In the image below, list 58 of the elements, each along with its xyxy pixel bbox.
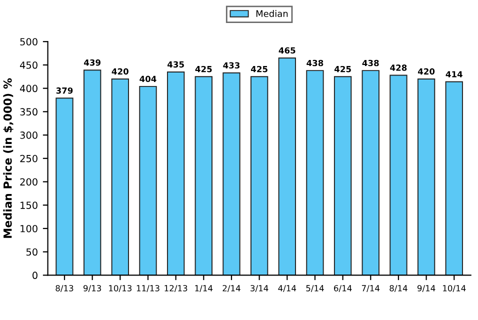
- data-label: 404: [140, 76, 156, 82]
- y-tick-label: 100: [20, 224, 38, 232]
- y-tick-label: 500: [20, 38, 38, 46]
- y-tick-label: 400: [20, 84, 38, 92]
- y-axis-title: Median Price (in $,000) %: [3, 78, 14, 238]
- y-tick-label: 50: [26, 248, 38, 256]
- x-tick-label: 9/14: [417, 285, 436, 292]
- x-tick-label: 4/14: [278, 285, 296, 292]
- data-label: 438: [362, 60, 379, 66]
- bar: [362, 70, 380, 276]
- data-label: 425: [334, 66, 351, 72]
- y-tick-label: 300: [20, 132, 38, 139]
- legend-label: Median: [256, 10, 288, 17]
- x-tick-label: 3/14: [250, 285, 268, 292]
- data-label: 414: [446, 71, 462, 78]
- x-tick-label: 11/13: [136, 285, 160, 292]
- data-label: 425: [195, 66, 212, 72]
- bar: [166, 71, 185, 276]
- y-tick-label: 450: [20, 61, 38, 69]
- data-label: 379: [56, 87, 73, 94]
- data-label: 439: [84, 59, 100, 66]
- y-tick-label: 0: [32, 272, 38, 280]
- data-label: 435: [168, 61, 184, 68]
- x-tick-label: 8/14: [390, 285, 408, 292]
- data-label: 433: [223, 62, 240, 69]
- bar: [306, 70, 324, 276]
- bar: [222, 72, 240, 276]
- y-tick-label: 250: [20, 154, 38, 162]
- bar: [194, 76, 212, 276]
- bar: [334, 76, 352, 276]
- y-tick-label: 150: [20, 202, 38, 209]
- data-label: 438: [306, 60, 324, 66]
- x-tick-label: 10/13: [109, 285, 132, 292]
- x-tick-label: 9/13: [83, 285, 102, 292]
- bar: [445, 81, 463, 276]
- data-label: 420: [112, 68, 128, 75]
- bar: [417, 78, 436, 276]
- bar: [83, 70, 102, 276]
- y-tick-label: 200: [20, 178, 38, 186]
- bar: [250, 76, 268, 276]
- data-label: 465: [278, 47, 296, 54]
- x-tick-label: 1/14: [195, 285, 213, 292]
- y-tick-label: 350: [20, 108, 38, 116]
- bar: [56, 98, 74, 276]
- bar: [390, 74, 408, 276]
- data-label: 428: [390, 64, 407, 71]
- x-tick-label: 10/14: [443, 285, 466, 292]
- x-tick-label: 12/13: [164, 285, 188, 292]
- bar: [111, 78, 129, 276]
- bar: [278, 57, 296, 276]
- data-label: 420: [418, 68, 435, 75]
- x-tick-label: 2/14: [222, 285, 240, 292]
- bar: [139, 86, 157, 276]
- x-tick-label: 8/13: [56, 285, 74, 292]
- x-tick-label: 7/14: [362, 285, 380, 292]
- x-tick-label: 5/14: [306, 285, 324, 292]
- data-label: 425: [250, 66, 268, 72]
- x-tick-label: 6/14: [334, 285, 352, 292]
